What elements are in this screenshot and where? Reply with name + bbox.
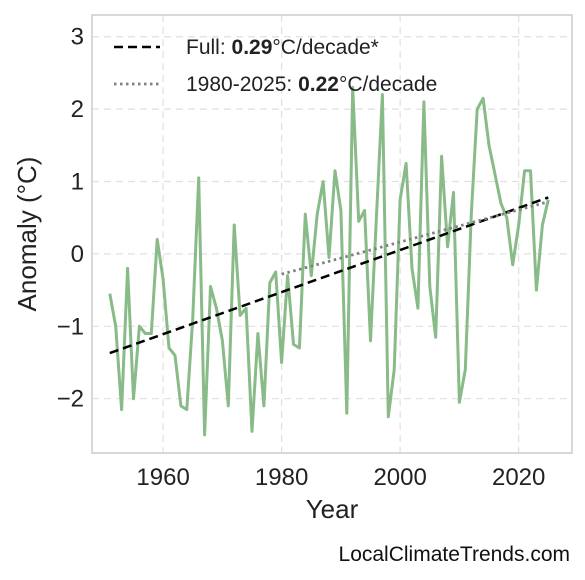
x-tick-label: 2000: [373, 464, 426, 491]
recent-period-trend-line: [281, 200, 549, 276]
tick-labels: 1960 1980 2000 2020 −2 −1 0 1 2 3: [57, 24, 546, 491]
series-layer: [108, 85, 550, 437]
y-tick-label: −2: [57, 386, 84, 413]
legend: Full: 0.29°C/decade* 1980-2025: 0.22°C/de…: [114, 36, 437, 96]
y-tick-label: 3: [71, 24, 84, 51]
x-tick-label: 1960: [136, 464, 189, 491]
x-tick-label: 1980: [255, 464, 308, 491]
plot-area-frame: [91, 14, 573, 454]
site-credit: LocalClimateTrends.com: [339, 543, 570, 566]
full-period-trend-line: [109, 196, 549, 355]
y-tick-label: 1: [71, 169, 84, 196]
legend-entry-text: Full: 0.29°C/decade*: [186, 36, 379, 59]
x-axis-label: Year: [306, 494, 359, 524]
x-tick-label: 2020: [492, 464, 545, 491]
legend-entry-text: 1980-2025: 0.22°C/decade: [186, 73, 437, 96]
y-axis-label: Anomaly (°C): [12, 157, 42, 312]
annual-anomaly-line: [108, 85, 550, 437]
y-tick-label: 0: [71, 241, 84, 268]
y-tick-label: 2: [71, 96, 84, 123]
y-tick-label: −1: [57, 313, 84, 340]
